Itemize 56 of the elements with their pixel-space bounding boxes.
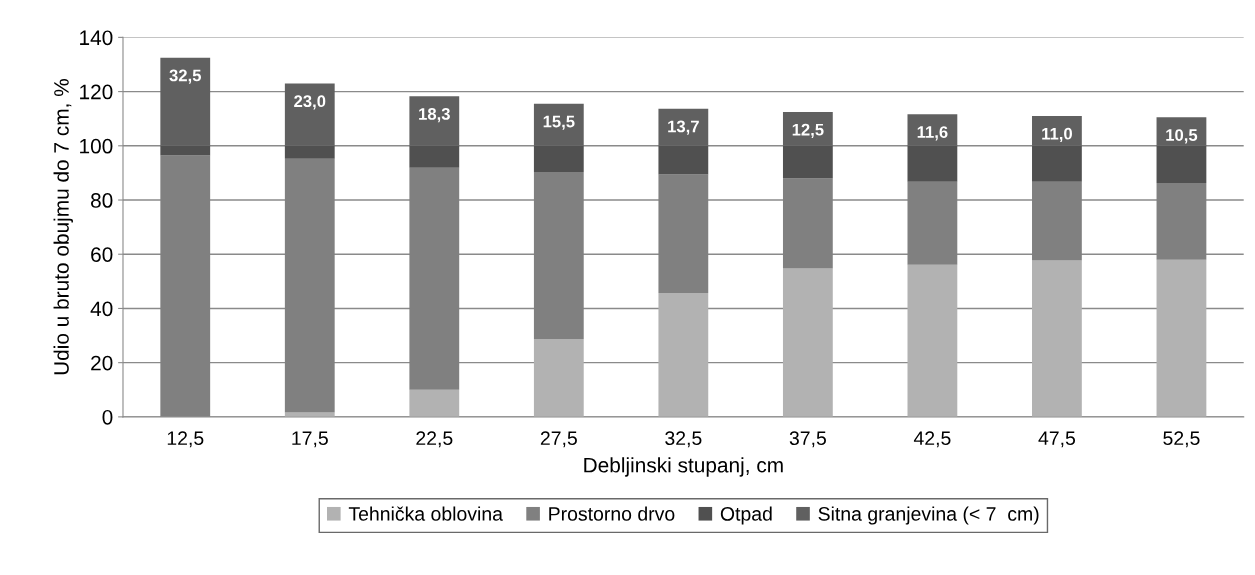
bar	[782, 268, 833, 417]
bar	[1156, 259, 1207, 417]
legend-label: Sitna granjevina (< 7 cm)	[818, 506, 1039, 525]
bar	[284, 83, 335, 146]
bar	[782, 145, 833, 179]
data-label: 23,0	[294, 95, 326, 110]
y-tick-label: 20	[91, 355, 113, 371]
bar	[409, 389, 460, 417]
data-label: 32,5	[169, 69, 202, 84]
bar	[907, 145, 958, 182]
legend-label: Otpad	[720, 506, 772, 525]
bar	[284, 145, 335, 159]
bar	[907, 114, 958, 146]
legend-label: Prostorno drvo	[549, 506, 675, 521]
y-tick-label: 60	[91, 247, 113, 262]
bar	[160, 57, 211, 146]
data-label: 18,3	[419, 108, 450, 123]
bar	[160, 145, 211, 156]
x-tick-label: 47,5	[1038, 431, 1076, 448]
bar	[409, 96, 460, 146]
y-tick-label: 80	[91, 193, 113, 208]
bar	[1032, 145, 1082, 182]
y-tick-label: 140	[80, 30, 113, 46]
x-tick-label: 32,5	[665, 431, 702, 448]
bar	[658, 293, 709, 417]
data-label: 15,5	[543, 115, 575, 130]
bar	[1156, 145, 1207, 183]
data-label: 12,5	[792, 123, 824, 138]
bar	[533, 145, 584, 173]
y-axis-title: Udio u bruto obujmu do 7 cm, %	[53, 79, 73, 375]
bar	[782, 111, 833, 146]
bar	[1032, 260, 1082, 417]
x-tick-label: 22,5	[416, 431, 453, 448]
bar	[409, 145, 460, 168]
x-tick-label: 27,5	[540, 431, 577, 448]
bar	[658, 145, 709, 175]
data-label: 11,6	[917, 126, 948, 141]
bar	[907, 264, 958, 417]
x-axis-title: Debljinski stupanj, cm	[584, 457, 783, 477]
legend-label: Tehnička oblovina	[348, 506, 503, 521]
x-tick-label: 37,5	[789, 431, 826, 448]
y-tick-label: 40	[90, 301, 113, 317]
bar	[533, 339, 584, 417]
data-label: 11,0	[1042, 127, 1072, 143]
bar	[658, 108, 709, 146]
data-label: 10,5	[1166, 129, 1198, 144]
x-tick-label: 12,5	[167, 431, 204, 448]
y-tick-label: 100	[80, 138, 113, 154]
y-tick-label: 120	[80, 84, 113, 100]
bar	[533, 103, 584, 146]
data-label: 13,7	[668, 120, 699, 135]
x-tick-label: 52,5	[1163, 431, 1200, 448]
x-tick-label: 17,5	[292, 431, 328, 448]
bar	[1032, 115, 1082, 146]
x-tick-label: 42,5	[913, 431, 951, 448]
y-tick-label: 0	[102, 409, 113, 425]
